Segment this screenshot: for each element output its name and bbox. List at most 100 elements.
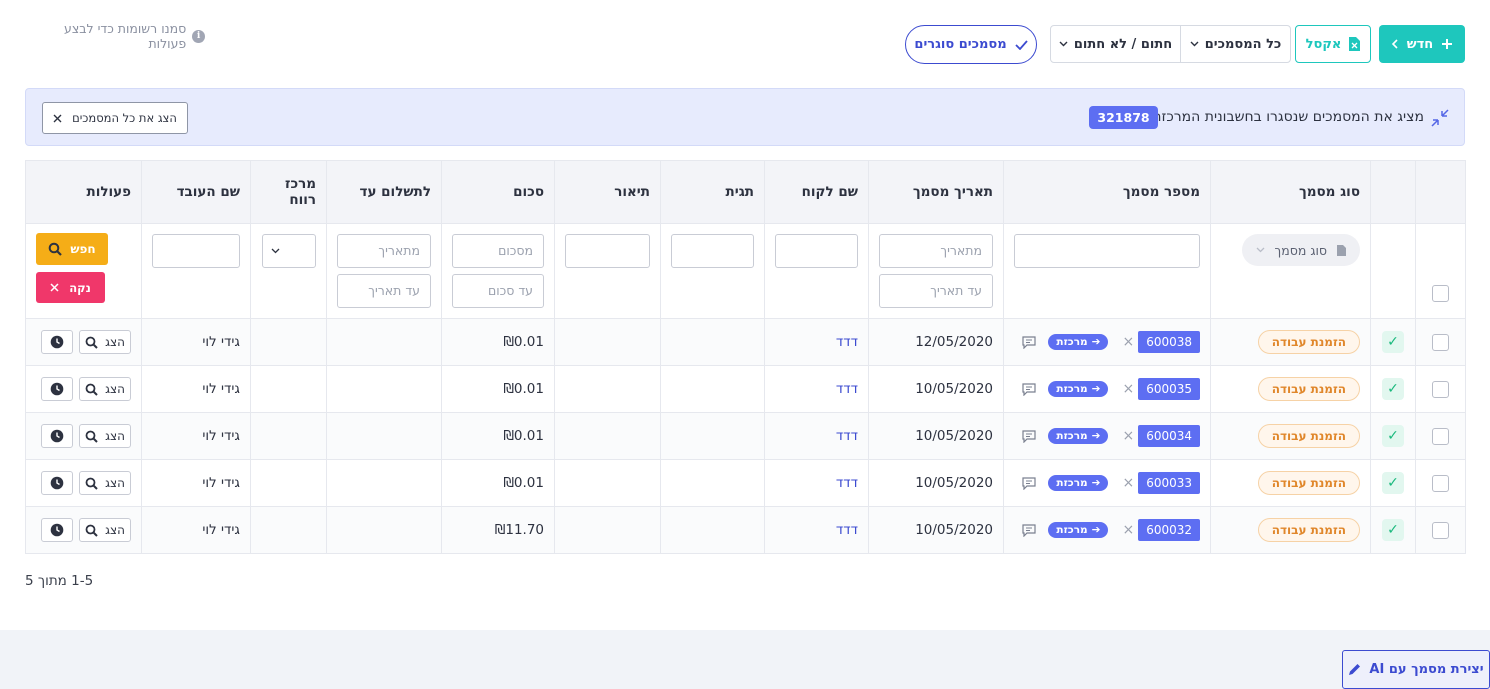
header-due[interactable]: לתשלום עד (326, 160, 442, 224)
comment-icon[interactable] (1022, 335, 1036, 349)
doc-number-link[interactable]: 600032 (1138, 519, 1200, 541)
comment-icon[interactable] (1022, 476, 1036, 490)
doc-number-link[interactable]: 600038 (1138, 331, 1200, 353)
select-all-checkbox[interactable] (1432, 285, 1449, 302)
show-all-documents-button[interactable]: הצג את כל המסמכים (42, 102, 188, 134)
search-icon (85, 336, 98, 349)
header-doc-date[interactable]: תאריך מסמך (868, 160, 1004, 224)
customer-filter-input[interactable] (775, 234, 858, 268)
row-tag-cell (660, 412, 765, 460)
view-button[interactable]: הצג (79, 518, 131, 542)
comment-icon[interactable] (1022, 523, 1036, 537)
due-from-input[interactable]: מתאריך (337, 234, 431, 268)
header-doc-type[interactable]: סוג מסמך (1210, 160, 1371, 224)
row-checkbox[interactable] (1432, 333, 1449, 351)
view-button[interactable]: הצג (79, 471, 131, 495)
customer-link[interactable]: דדד (835, 334, 858, 350)
remove-icon[interactable]: × (1122, 475, 1135, 491)
signed-label: חתום / לא חתום (1073, 36, 1173, 52)
profit-center-select[interactable] (262, 234, 316, 268)
table-row[interactable]: ✓ הזמנת עבודה 600038 × ➔ מרכזת 12/05/2020… (25, 318, 1466, 366)
date-from-input[interactable]: מתאריך (879, 234, 993, 268)
row-date-cell: 10/05/2020 (868, 412, 1004, 460)
customer-link[interactable]: דדד (835, 475, 858, 491)
row-actions-cell: הצג (25, 459, 142, 507)
header-doc-number[interactable]: מספר מסמך (1003, 160, 1211, 224)
history-button[interactable] (41, 330, 73, 354)
ai-create-document-button[interactable]: יצירת מסמך עם AI (1342, 650, 1490, 689)
closing-documents-toggle[interactable]: מסמכים סוגרים (905, 25, 1037, 64)
center-tag-badge[interactable]: ➔ מרכזת (1048, 334, 1109, 350)
customer-link[interactable]: דדד (835, 428, 858, 444)
row-doc-number-cell: 600038 × ➔ מרכזת (1003, 318, 1211, 366)
history-button[interactable] (41, 377, 73, 401)
amount-to-input[interactable]: עד סכום (452, 274, 544, 308)
new-button[interactable]: חדש (1379, 25, 1465, 63)
main-card: חדש אקסל כל המסמכים חתום / לא חתום מסמכי… (0, 0, 1490, 630)
excel-button[interactable]: אקסל (1295, 25, 1371, 63)
header-description[interactable]: תיאור (554, 160, 661, 224)
clear-button[interactable]: נקה (36, 272, 105, 303)
history-button[interactable] (41, 518, 73, 542)
table-row[interactable]: ✓ הזמנת עבודה 600033 × ➔ מרכזת 10/05/2020… (25, 459, 1466, 507)
row-description-cell (554, 459, 661, 507)
view-button[interactable]: הצג (79, 330, 131, 354)
doc-number-link[interactable]: 600033 (1138, 472, 1200, 494)
header-tag[interactable]: תגית (660, 160, 765, 224)
doc-type-badge: הזמנת עבודה (1257, 424, 1360, 448)
header-employee[interactable]: שם העובד (141, 160, 251, 224)
due-to-input[interactable]: עד תאריך (337, 274, 431, 308)
amount-from-input[interactable]: מסכום (452, 234, 544, 268)
description-filter-input[interactable] (565, 234, 650, 268)
row-checkbox[interactable] (1432, 427, 1449, 445)
center-tag-badge[interactable]: ➔ מרכזת (1048, 381, 1109, 397)
employee-filter-input[interactable] (152, 234, 240, 268)
remove-icon[interactable]: × (1122, 522, 1135, 538)
compress-icon (1431, 109, 1449, 127)
center-tag-badge[interactable]: ➔ מרכזת (1048, 522, 1109, 538)
signed-dropdown[interactable]: חתום / לא חתום (1051, 26, 1180, 62)
history-button[interactable] (41, 471, 73, 495)
date-to-input[interactable]: עד תאריך (879, 274, 993, 308)
row-doc-type-cell: הזמנת עבודה (1210, 365, 1371, 413)
customer-link[interactable]: דדד (835, 522, 858, 538)
view-button[interactable]: הצג (79, 377, 131, 401)
row-checkbox[interactable] (1432, 521, 1449, 539)
check-icon: ✓ (1382, 472, 1404, 494)
row-checkbox[interactable] (1432, 380, 1449, 398)
row-due-cell (326, 365, 442, 413)
center-tag-badge[interactable]: ➔ מרכזת (1048, 475, 1109, 491)
history-button[interactable] (41, 424, 73, 448)
row-status-cell: ✓ (1370, 412, 1416, 460)
row-description-cell (554, 412, 661, 460)
remove-icon[interactable]: × (1122, 428, 1135, 444)
row-checkbox[interactable] (1432, 474, 1449, 492)
header-customer[interactable]: שם לקוח (764, 160, 869, 224)
table-row[interactable]: ✓ הזמנת עבודה 600035 × ➔ מרכזת 10/05/2020… (25, 365, 1466, 413)
row-customer-cell: דדד (764, 412, 869, 460)
comment-icon[interactable] (1022, 429, 1036, 443)
doc-type-badge: הזמנת עבודה (1257, 471, 1360, 495)
customer-link[interactable]: דדד (835, 381, 858, 397)
tag-filter-input[interactable] (671, 234, 754, 268)
doc-number-filter-input[interactable] (1014, 234, 1200, 268)
search-button[interactable]: חפש (36, 233, 108, 265)
row-employee-cell: גידי לוי (141, 459, 251, 507)
comment-icon[interactable] (1022, 382, 1036, 396)
remove-icon[interactable]: × (1122, 381, 1135, 397)
remove-icon[interactable]: × (1122, 334, 1135, 350)
view-button[interactable]: הצג (79, 424, 131, 448)
header-profit-center[interactable]: מרכז רווח (250, 160, 327, 224)
center-tag-label: מרכזת (1056, 383, 1088, 395)
row-status-cell: ✓ (1370, 365, 1416, 413)
table-row[interactable]: ✓ הזמנת עבודה 600034 × ➔ מרכזת 10/05/2020… (25, 412, 1466, 460)
clock-icon (50, 382, 64, 396)
table-row[interactable]: ✓ הזמנת עבודה 600032 × ➔ מרכזת 10/05/2020… (25, 506, 1466, 554)
center-tag-badge[interactable]: ➔ מרכזת (1048, 428, 1109, 444)
doc-number-link[interactable]: 600035 (1138, 378, 1200, 400)
header-amount[interactable]: סכום (441, 160, 555, 224)
doc-type-filter[interactable]: סוג מסמך (1241, 234, 1360, 266)
all-documents-dropdown[interactable]: כל המסמכים (1180, 26, 1290, 62)
info-icon: i (192, 29, 205, 43)
doc-number-link[interactable]: 600034 (1138, 425, 1200, 447)
